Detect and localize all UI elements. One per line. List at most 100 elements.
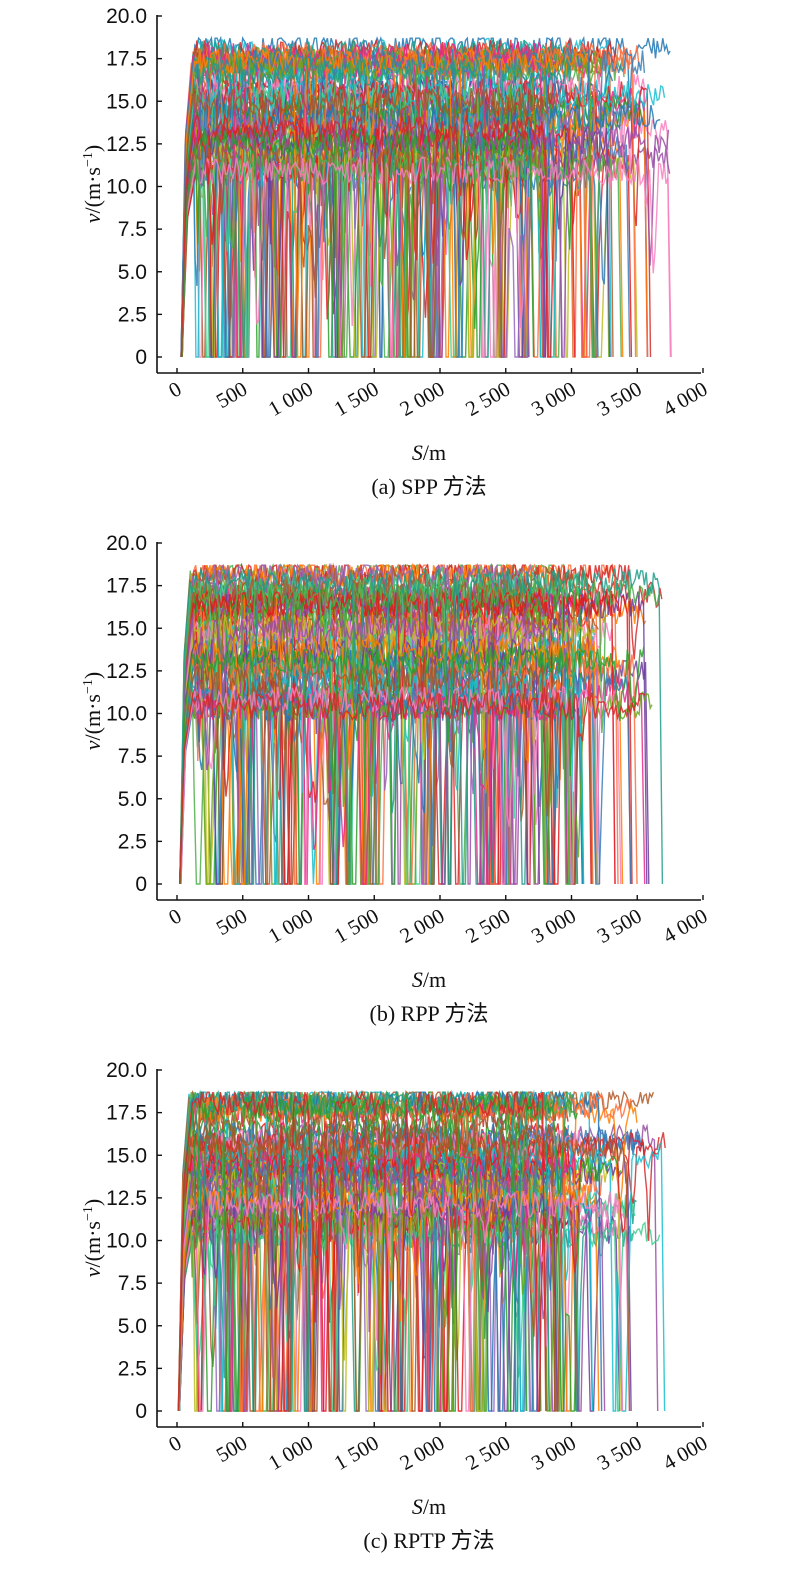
y-axis-label: v/(m·s−1) (80, 1199, 105, 1277)
x-axis-variable: S (412, 440, 423, 465)
y-tick-label: 15.0 (106, 1144, 147, 1167)
y-tick-label: 15.0 (106, 90, 147, 113)
x-tick-label: 2 500 (461, 377, 514, 421)
x-tick-label: 500 (212, 1431, 251, 1468)
figure-caption: (a) SPP 方法 (371, 474, 486, 499)
x-axis-label: S/m (412, 440, 446, 465)
speed-trajectory-line (181, 152, 622, 358)
y-axis-variable: v (80, 1267, 105, 1277)
x-axis-label: S/m (412, 1494, 446, 1519)
speed-trajectory-line (177, 1089, 547, 1412)
y-tick-label: 17.5 (106, 575, 147, 598)
y-tick-label: 10.0 (106, 703, 147, 726)
x-axis-label: S/m (412, 967, 446, 992)
y-tick-label: 20.0 (106, 532, 147, 555)
x-tick-label: 4 000 (659, 1431, 712, 1475)
speed-trajectory-line (180, 685, 622, 885)
speed-trajectory-line (178, 1128, 598, 1412)
y-tick-label: 12.5 (106, 660, 147, 683)
y-tick-label: 20.0 (106, 5, 147, 28)
y-tick-label: 2.5 (118, 303, 147, 326)
x-tick-label: 2 000 (396, 904, 449, 948)
y-tick-label: 17.5 (106, 1102, 147, 1125)
y-tick-label: 7.5 (118, 218, 147, 241)
y-tick-label: 0 (135, 1400, 147, 1423)
chart-c: 0 2.5 5.0 7.5 10.0 12.5 15.0 17.5 20.0 0 500 1 000 1… (80, 1059, 712, 1553)
x-tick-label: 4 000 (659, 904, 712, 948)
y-tick-label: 7.5 (118, 745, 147, 768)
x-tick-label: 3 500 (593, 1431, 646, 1475)
speed-trajectory-line (179, 663, 558, 885)
x-axis-variable: S (412, 1494, 423, 1519)
y-axis-variable: v (80, 740, 105, 750)
x-tick-label: 1 500 (330, 904, 383, 948)
y-axis-unit-close: ) (80, 1199, 105, 1206)
y-axis-unit-exponent: −1 (81, 679, 96, 694)
speed-trajectory-line (181, 86, 557, 358)
y-tick-label: 7.5 (118, 1272, 147, 1295)
x-tick-label: 1 500 (330, 1431, 383, 1475)
speed-trajectory-line (179, 632, 599, 885)
speed-trajectory-line (179, 691, 646, 885)
x-tick-label: 3 000 (527, 1431, 580, 1475)
panel-b: 0 2.5 5.0 7.5 10.0 12.5 15.0 17.5 20.0 0 500 1 000 1… (0, 527, 800, 1054)
y-axis-label: v/(m·s−1) (80, 672, 105, 750)
x-axis-unit: /m (423, 967, 446, 992)
x-axis-unit: /m (423, 440, 446, 465)
x-tick-label: 1 000 (264, 377, 317, 421)
speed-trajectory-line (181, 56, 572, 358)
chart-b: 0 2.5 5.0 7.5 10.0 12.5 15.0 17.5 20.0 0 500 1 000 1… (80, 532, 712, 1026)
x-tick-label: 3 000 (527, 904, 580, 948)
x-tick-label: 2 000 (396, 377, 449, 421)
x-tick-label: 2 500 (461, 904, 514, 948)
y-axis-unit: /(m·s (80, 694, 105, 740)
y-tick-label: 12.5 (106, 133, 147, 156)
x-tick-label: 3 000 (527, 377, 580, 421)
y-tick-label: 17.5 (106, 48, 147, 71)
x-tick-label: 3 500 (593, 377, 646, 421)
y-axis-unit: /(m·s (80, 1221, 105, 1267)
x-tick-label: 3 500 (593, 904, 646, 948)
series-group (180, 35, 672, 358)
y-tick-label: 12.5 (106, 1187, 147, 1210)
x-axis-unit: /m (423, 1494, 446, 1519)
x-tick-label: 500 (212, 377, 251, 414)
series-group (177, 1089, 666, 1412)
y-tick-label: 2.5 (118, 830, 147, 853)
x-tick-label: 0 (164, 377, 185, 403)
x-tick-label: 500 (212, 904, 251, 941)
figure-caption: (c) RPTP 方法 (363, 1528, 494, 1553)
speed-trajectory-line (178, 1158, 565, 1412)
y-tick-label: 10.0 (106, 1230, 147, 1253)
speed-trajectory-line (180, 112, 550, 358)
y-tick-label: 15.0 (106, 617, 147, 640)
series-group (179, 562, 664, 885)
x-tick-label: 1 500 (330, 377, 383, 421)
y-tick-label: 2.5 (118, 1357, 147, 1380)
y-tick-label: 10.0 (106, 176, 147, 199)
x-axis-variable: S (412, 967, 423, 992)
x-tick-label: 0 (164, 904, 185, 930)
x-tick-label: 2 000 (396, 1431, 449, 1475)
panel-a: 0 2.5 5.0 7.5 10.0 12.5 15.0 17.5 20.0 0 500 1 000 1… (0, 0, 800, 527)
chart-a: 0 2.5 5.0 7.5 10.0 12.5 15.0 17.5 20.0 0 500 1 000 1… (80, 5, 712, 499)
speed-trajectory-line (177, 1122, 556, 1412)
y-axis-unit-close: ) (80, 145, 105, 152)
y-tick-label: 20.0 (106, 1059, 147, 1082)
x-tick-label: 2 500 (461, 1431, 514, 1475)
y-axis-variable: v (80, 213, 105, 223)
speed-trajectory-line (178, 1190, 559, 1412)
y-tick-label: 5.0 (118, 1315, 147, 1338)
y-tick-label: 5.0 (118, 261, 147, 284)
speed-trajectory-line (180, 577, 661, 885)
x-tick-label: 0 (164, 1431, 185, 1457)
speed-trajectory-line (178, 1092, 574, 1412)
y-axis-unit-exponent: −1 (81, 152, 96, 167)
y-axis-label: v/(m·s−1) (80, 145, 105, 223)
y-tick-label: 5.0 (118, 788, 147, 811)
y-axis-unit-exponent: −1 (81, 1206, 96, 1221)
speed-trajectory-line (179, 568, 664, 885)
x-tick-label: 4 000 (659, 377, 712, 421)
y-tick-label: 0 (135, 346, 147, 369)
speed-trajectory-line (181, 123, 670, 358)
